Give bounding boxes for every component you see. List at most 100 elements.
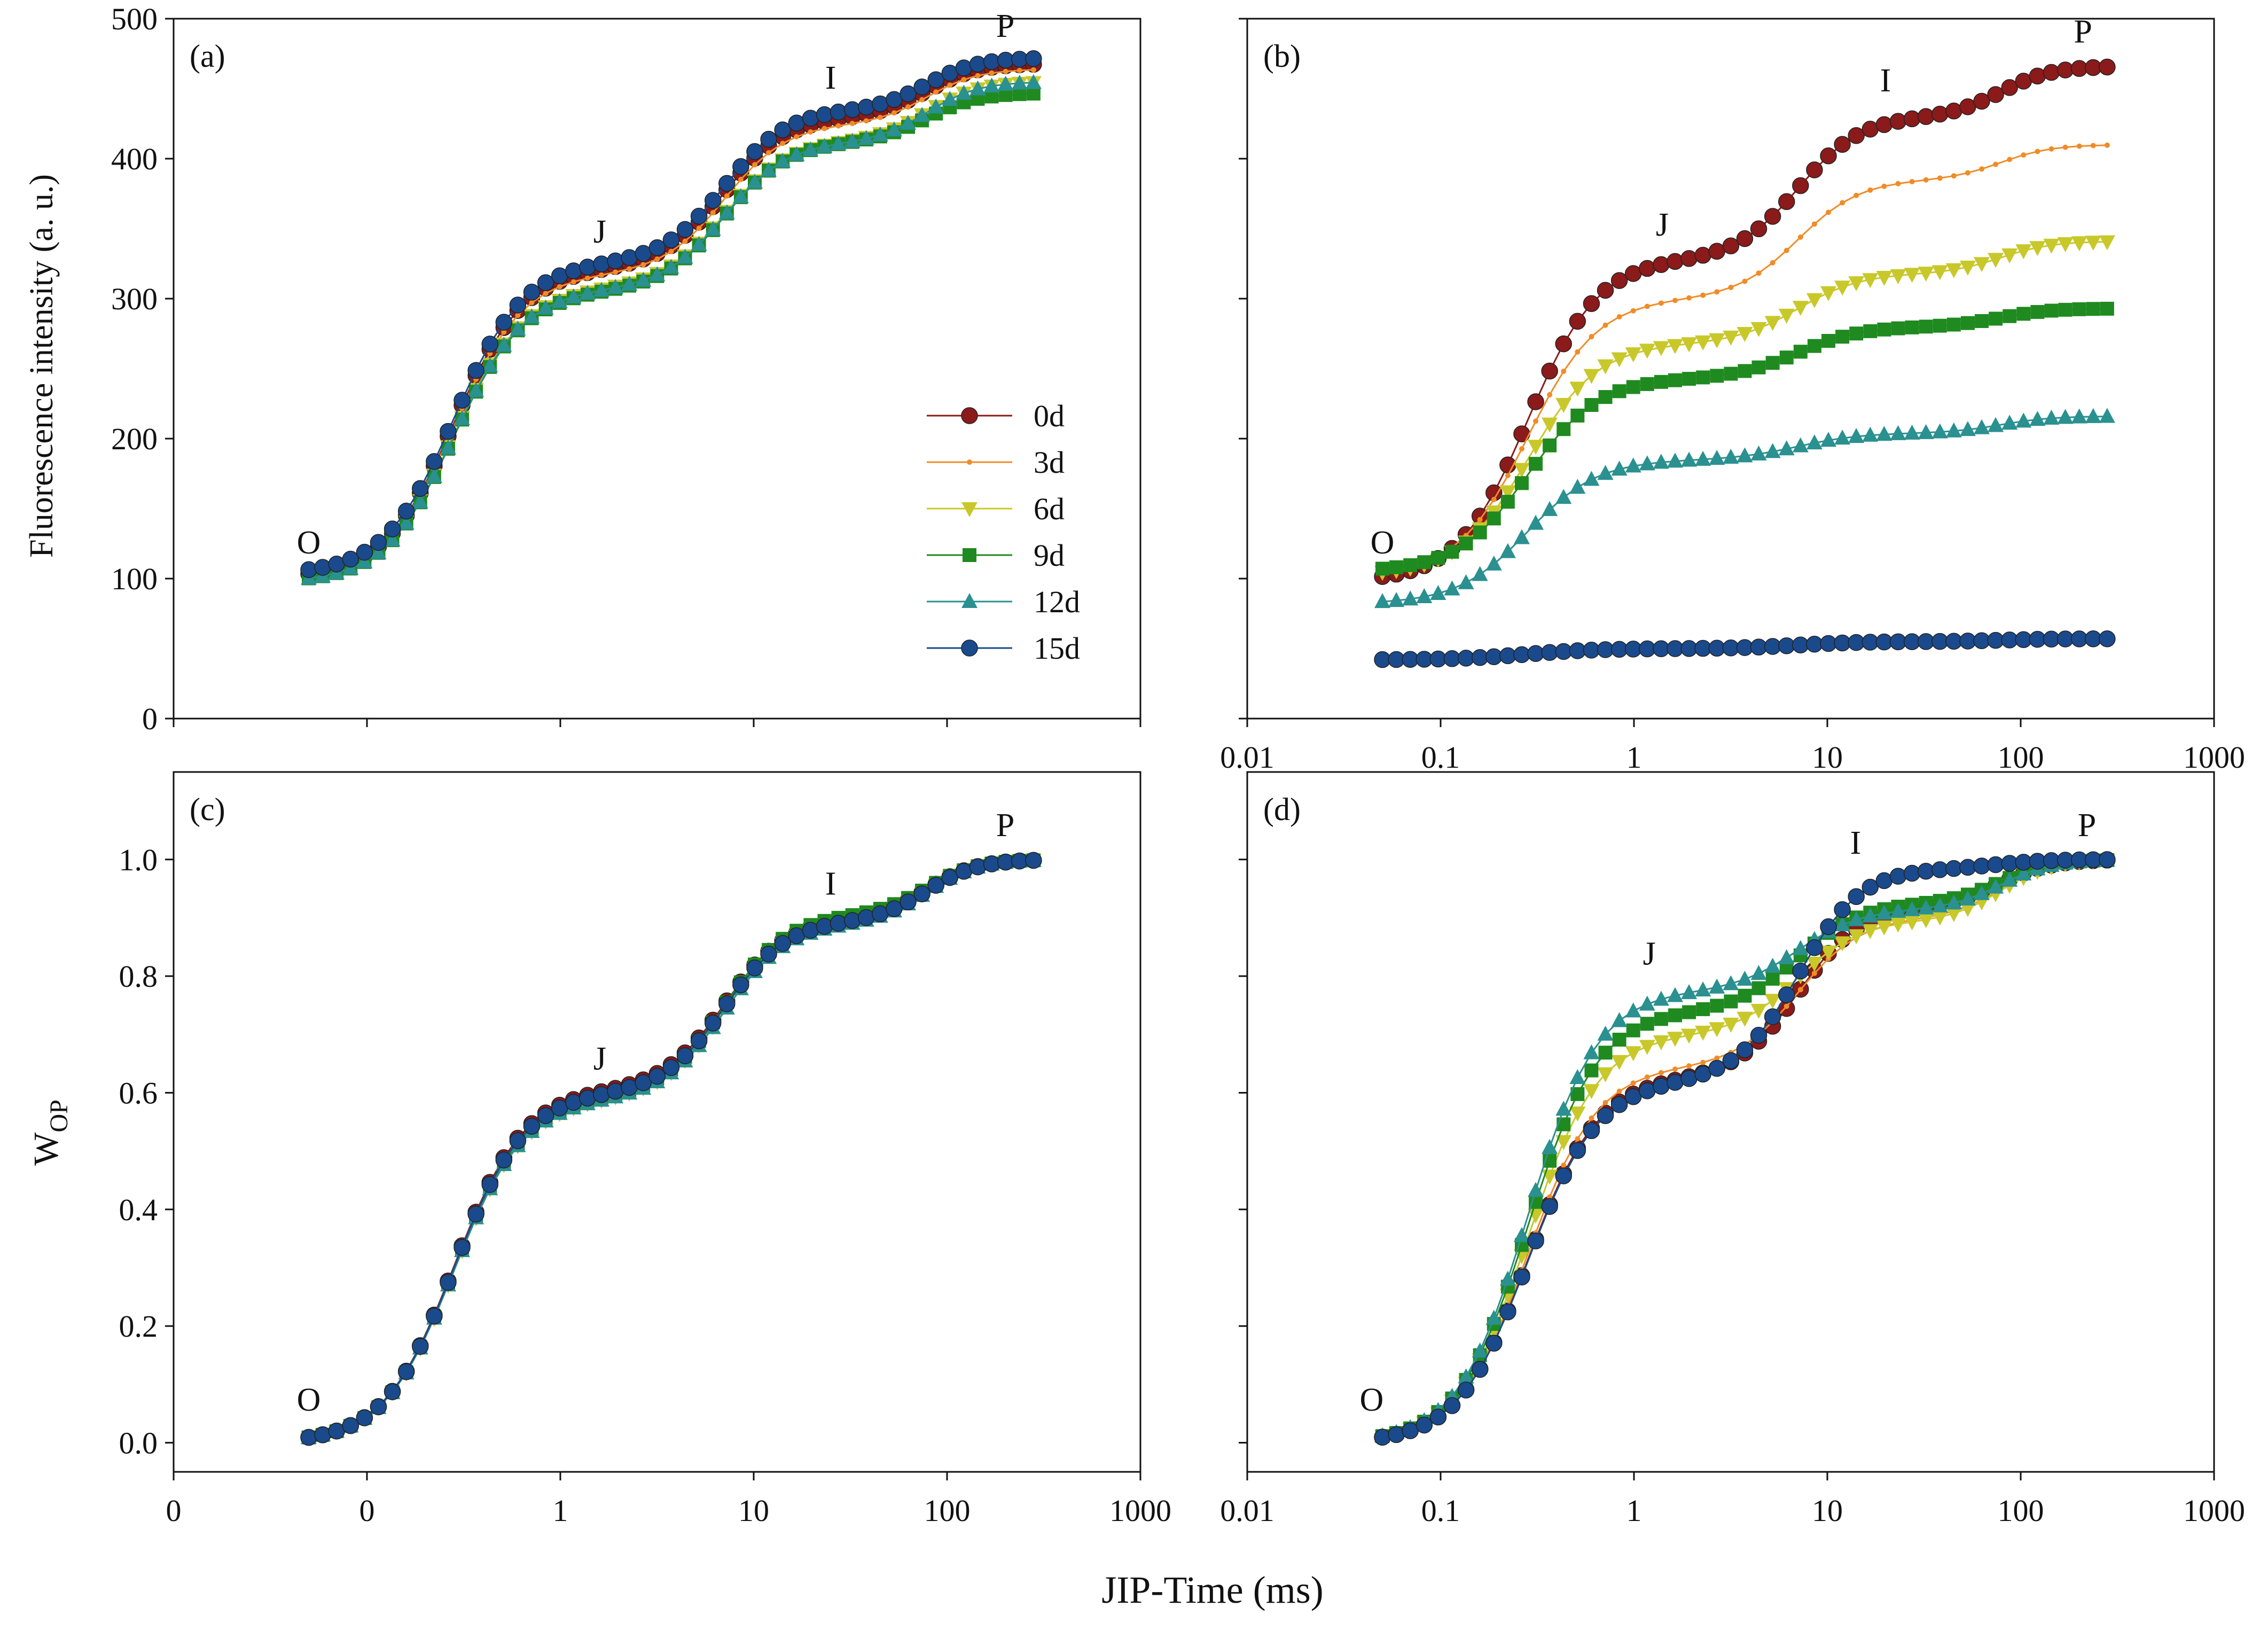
x-tick-label: 0.1 bbox=[1421, 1493, 1460, 1528]
data-point bbox=[1630, 1080, 1636, 1086]
data-point bbox=[593, 1086, 610, 1103]
data-point bbox=[1597, 465, 1614, 480]
annotation-O: O bbox=[1360, 1382, 1384, 1418]
data-point bbox=[1575, 1136, 1581, 1142]
data-point bbox=[2001, 79, 2018, 96]
data-point bbox=[1499, 485, 1516, 501]
data-point bbox=[2099, 408, 2115, 423]
data-point bbox=[1695, 450, 1711, 466]
data-point bbox=[774, 935, 791, 952]
data-point bbox=[613, 269, 619, 275]
data-point bbox=[523, 1118, 541, 1135]
data-point bbox=[1834, 430, 1851, 445]
legend-entry-15d: 15d bbox=[927, 631, 1080, 666]
data-point bbox=[802, 110, 819, 127]
data-point bbox=[1527, 393, 1544, 410]
legend-entry-0d: 0d bbox=[927, 399, 1065, 433]
data-point bbox=[1904, 424, 1920, 440]
data-point bbox=[1750, 965, 1767, 980]
data-point bbox=[453, 1239, 471, 1256]
data-point bbox=[1589, 334, 1594, 340]
data-point bbox=[1975, 314, 1989, 328]
data-point bbox=[635, 1074, 652, 1091]
data-point bbox=[654, 256, 660, 262]
data-point bbox=[314, 1426, 331, 1444]
data-point bbox=[872, 95, 889, 113]
data-point bbox=[1876, 904, 1892, 920]
x-tick-label: 1 bbox=[1626, 1493, 1642, 1528]
data-point bbox=[1750, 220, 1768, 238]
y-tick-label: 200 bbox=[111, 422, 158, 456]
data-point bbox=[1918, 424, 1934, 439]
legend-marker bbox=[967, 459, 972, 465]
data-point bbox=[1840, 200, 1845, 206]
data-point bbox=[1764, 208, 1781, 225]
data-point bbox=[1974, 257, 1990, 272]
data-point bbox=[760, 130, 777, 148]
data-point bbox=[732, 976, 749, 994]
data-point bbox=[1694, 247, 1711, 264]
data-point bbox=[858, 98, 875, 116]
data-point bbox=[1835, 330, 1850, 344]
data-point bbox=[1862, 907, 1879, 923]
data-point bbox=[955, 59, 973, 76]
data-point bbox=[1458, 574, 1474, 589]
data-point bbox=[2057, 237, 2074, 252]
x-tick-label: 10 bbox=[1812, 740, 1843, 775]
data-point bbox=[662, 231, 680, 248]
data-point bbox=[1923, 177, 1929, 183]
data-point bbox=[1723, 1017, 1739, 1033]
data-point bbox=[1611, 461, 1628, 476]
data-point bbox=[1931, 910, 1948, 926]
data-point bbox=[1583, 1122, 1600, 1140]
data-point bbox=[1597, 1107, 1614, 1124]
data-point bbox=[1610, 1096, 1628, 1113]
data-point bbox=[997, 75, 1014, 91]
data-point bbox=[1862, 426, 1879, 442]
data-point bbox=[2090, 143, 2096, 149]
annotation-J: J bbox=[593, 214, 606, 250]
data-point bbox=[1765, 356, 1780, 370]
data-point bbox=[1644, 303, 1650, 309]
data-point bbox=[468, 382, 484, 397]
data-point bbox=[1472, 566, 1488, 581]
data-point bbox=[1030, 67, 1036, 73]
data-point bbox=[1848, 127, 1865, 144]
data-point bbox=[1806, 434, 1823, 450]
data-point bbox=[1583, 471, 1600, 486]
data-point bbox=[1658, 1070, 1664, 1075]
data-point bbox=[1890, 917, 1906, 933]
data-point bbox=[1610, 272, 1628, 289]
data-point bbox=[1931, 897, 1948, 913]
data-point bbox=[835, 123, 841, 129]
data-point bbox=[1542, 1138, 1558, 1154]
data-point bbox=[1826, 209, 1832, 215]
data-point bbox=[1709, 1022, 1725, 1038]
data-point bbox=[802, 141, 819, 157]
data-point bbox=[1890, 902, 1906, 918]
data-point bbox=[1723, 449, 1739, 464]
data-point bbox=[529, 300, 535, 306]
data-point bbox=[467, 362, 484, 379]
data-point bbox=[1025, 50, 1042, 67]
data-point bbox=[1853, 192, 1859, 198]
y-tick-label: 0 bbox=[142, 701, 158, 736]
data-point bbox=[1667, 339, 1683, 354]
data-point bbox=[2016, 307, 2031, 321]
data-point bbox=[2057, 409, 2074, 424]
panel-c: 0.0 0.2 0.4 0.6 0.8 1.0 0 0 1 10 100 1000 (c) O J I P bbox=[119, 771, 1171, 1528]
data-point bbox=[557, 284, 562, 290]
data-point bbox=[1415, 1416, 1433, 1434]
data-point bbox=[1778, 193, 1795, 210]
data-point bbox=[2044, 303, 2059, 318]
data-point bbox=[384, 531, 401, 547]
y-tick-label: 100 bbox=[111, 561, 158, 596]
panel-b: 0.01 0.1 1 10 100 1000 (b) O J I P bbox=[1220, 14, 2245, 775]
data-point bbox=[2072, 302, 2086, 316]
data-point bbox=[2007, 157, 2013, 162]
data-point bbox=[1487, 511, 1501, 526]
y-tick-label: 400 bbox=[111, 142, 158, 176]
x-tick-label: 1 bbox=[1626, 740, 1642, 775]
data-point bbox=[1933, 318, 1947, 333]
data-point bbox=[1575, 349, 1581, 355]
